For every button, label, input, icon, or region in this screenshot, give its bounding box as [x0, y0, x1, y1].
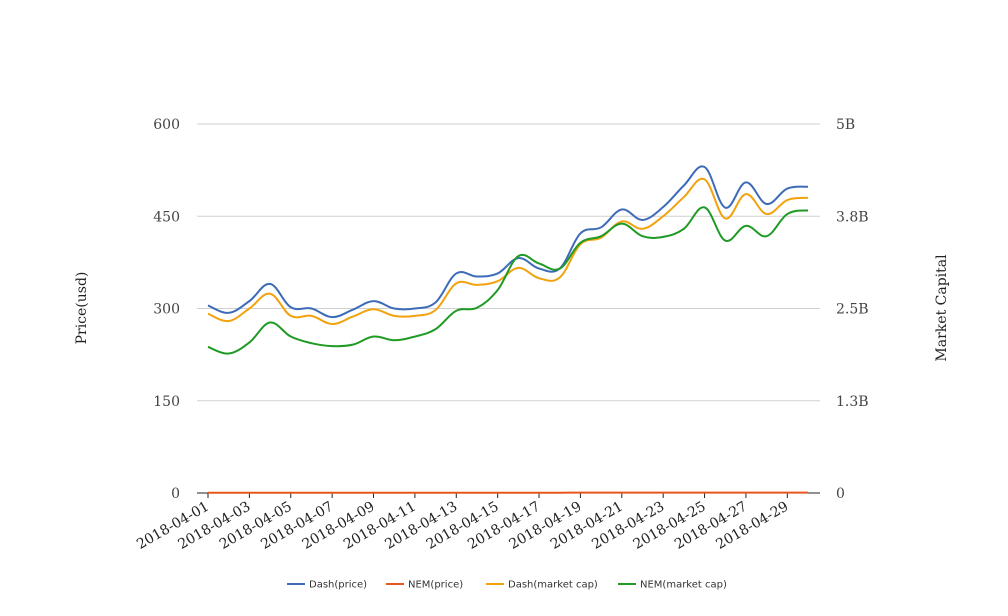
- series-lines: [207, 165, 809, 494]
- y-left-tick-label: 300: [153, 302, 180, 318]
- legend-label-dash-market-cap: Dash(market cap): [508, 580, 598, 591]
- y-right-tick-label: 3.8B: [836, 209, 869, 225]
- y-left-tick-label: 450: [153, 209, 180, 225]
- y-left-tick-label: 150: [153, 394, 180, 410]
- grid-lines: [197, 123, 820, 494]
- legend-label-nem-market-cap: NEM(market cap): [640, 580, 727, 591]
- series-line-dash-market-cap: [207, 177, 809, 326]
- y-right-tick-label: 1.3B: [836, 394, 869, 410]
- y-axis-right: 0 1.3B 2.5B 3.8B 5B: [836, 117, 869, 502]
- x-axis: 2018-04-012018-04-032018-04-052018-04-07…: [134, 493, 791, 553]
- y-axis-left: 0 150 300 450 600: [153, 117, 180, 502]
- y-right-tick-label: 5B: [836, 117, 855, 133]
- legend-label-dash-price: Dash(price): [309, 580, 367, 591]
- y-axis-right-title: Market Capital: [934, 254, 950, 362]
- y-right-tick-label: 2.5B: [836, 302, 869, 318]
- series-line-dash-price: [207, 165, 809, 319]
- y-left-tick-label: 600: [153, 117, 180, 133]
- legend: Dash(price) NEM(price) Dash(market cap) NEM…: [287, 580, 727, 591]
- y-left-tick-label: 0: [171, 486, 180, 502]
- y-right-tick-label: 0: [836, 486, 845, 502]
- series-line-nem-market-cap: [207, 206, 809, 355]
- legend-label-nem-price: NEM(price): [408, 580, 463, 591]
- y-axis-left-title: Price(usd): [74, 272, 90, 345]
